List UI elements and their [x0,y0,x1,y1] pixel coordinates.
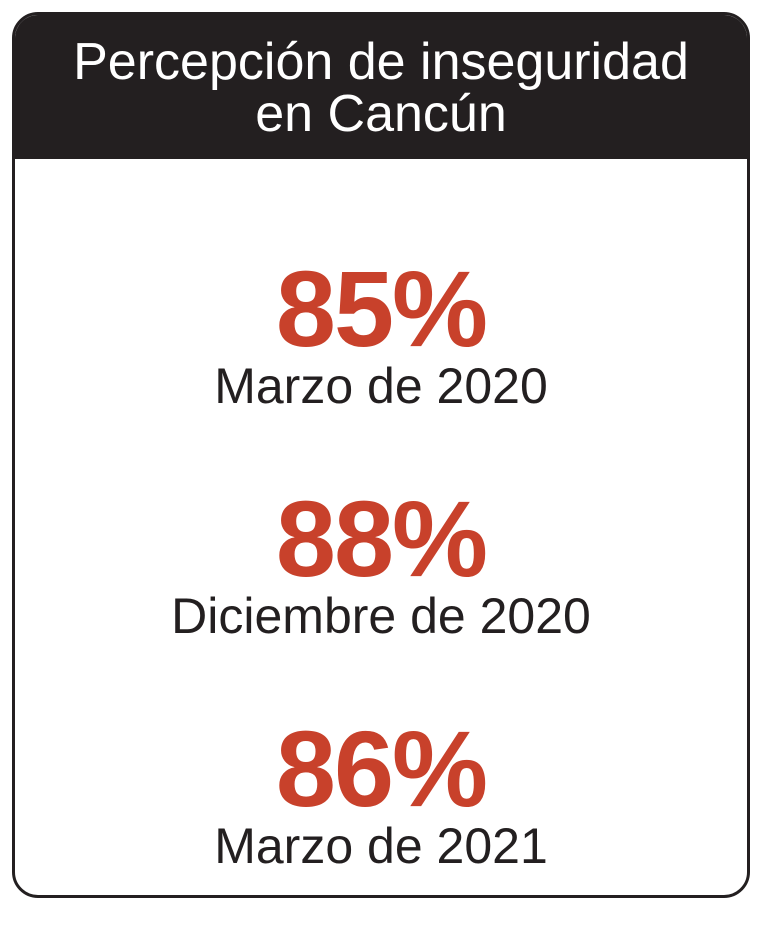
stat-block-december-2020: 88% Diciembre de 2020 [15,478,747,644]
stat-value: 88% [275,478,488,599]
stat-label: Marzo de 2021 [214,818,548,874]
title-line-2: en Cancún [255,85,507,143]
stat-label: Marzo de 2020 [214,358,548,414]
card-header: Percepción de inseguridad en Cancún [15,15,747,159]
stat-block-march-2021: 86% Marzo de 2021 [15,708,747,874]
card-body: 85% Marzo de 2020 88% Diciembre de 2020 … [15,159,747,895]
title-line-1: Percepción de inseguridad [73,33,689,91]
stat-value: 86% [275,708,488,829]
stat-block-march-2020: 85% Marzo de 2020 [15,248,747,414]
stat-value: 85% [275,248,488,369]
stat-label: Diciembre de 2020 [171,588,591,644]
infographic-card: Percepción de inseguridad en Cancún 85% … [12,12,750,898]
